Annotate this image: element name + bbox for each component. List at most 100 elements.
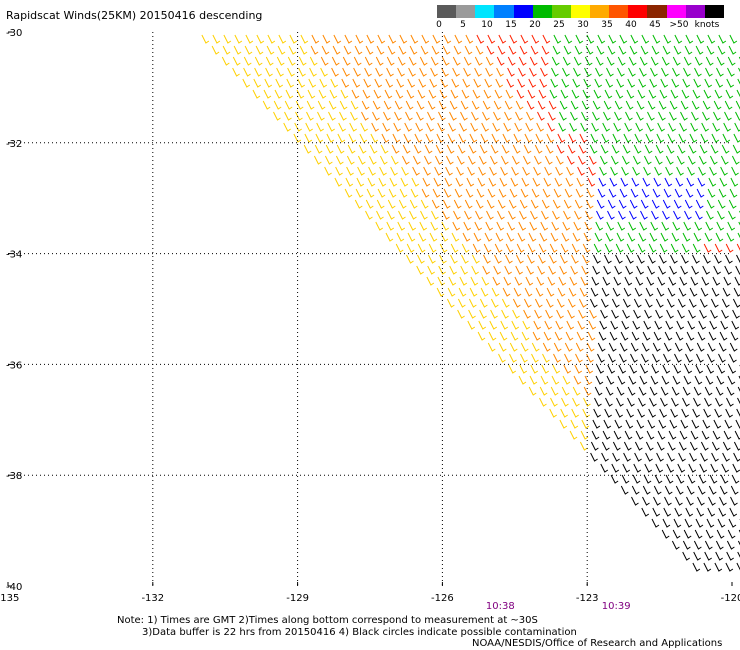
wind-barb bbox=[611, 144, 620, 154]
wind-barb bbox=[613, 122, 621, 132]
legend-swatch bbox=[456, 5, 476, 18]
wind-barb bbox=[631, 177, 640, 187]
wind-barb bbox=[470, 122, 478, 132]
wind-barb bbox=[557, 133, 566, 143]
wind-barb bbox=[473, 78, 482, 88]
wind-barb bbox=[540, 56, 549, 66]
wind-barb bbox=[392, 133, 401, 143]
wind-barb bbox=[697, 331, 706, 341]
wind-barb bbox=[353, 67, 361, 77]
wind-barb bbox=[616, 386, 625, 396]
wind-barb bbox=[320, 67, 328, 77]
wind-barb bbox=[343, 45, 352, 55]
wind-barb bbox=[602, 430, 611, 440]
wind-barb bbox=[619, 188, 628, 198]
wind-barb bbox=[483, 89, 492, 99]
wind-barb bbox=[550, 78, 559, 88]
wind-barb bbox=[610, 166, 618, 176]
wind-barb bbox=[544, 166, 552, 176]
wind-barb bbox=[328, 111, 336, 121]
wind-barb bbox=[505, 89, 514, 99]
wind-barb bbox=[293, 133, 302, 143]
wind-barb bbox=[635, 122, 643, 132]
wind-barb bbox=[671, 540, 680, 550]
wind-barb bbox=[595, 56, 604, 66]
wind-barb bbox=[683, 375, 692, 385]
wind-barb bbox=[383, 111, 391, 121]
wind-barb bbox=[707, 188, 716, 198]
wind-barb bbox=[681, 89, 690, 99]
wind-barb bbox=[660, 78, 669, 88]
wind-barb bbox=[594, 78, 603, 88]
wind-barb bbox=[515, 111, 523, 121]
wind-barb bbox=[680, 419, 689, 429]
wind-barb bbox=[366, 34, 375, 44]
wind-barb bbox=[688, 144, 697, 154]
wind-barb bbox=[703, 408, 711, 418]
wind-barb bbox=[681, 408, 689, 418]
wind-barb bbox=[575, 188, 584, 198]
wind-barb bbox=[591, 276, 600, 286]
lat-tick-label: -38 bbox=[6, 471, 22, 482]
wind-barb bbox=[707, 342, 716, 352]
wind-barb bbox=[627, 232, 636, 242]
wind-barb bbox=[571, 89, 580, 99]
wind-barb bbox=[644, 144, 653, 154]
wind-barb bbox=[288, 45, 297, 55]
wind-map[interactable]: -135 -132 -129 -126 -123 -120 -30 -32 -34 -36 -38 -… bbox=[0, 0, 740, 610]
wind-barb bbox=[661, 67, 669, 77]
wind-barb bbox=[644, 298, 653, 308]
wind-barb bbox=[532, 331, 541, 341]
wind-barb bbox=[671, 386, 680, 396]
wind-barb bbox=[728, 364, 737, 374]
wind-barb bbox=[454, 188, 463, 198]
wind-barb bbox=[452, 67, 460, 77]
wind-barb bbox=[677, 298, 686, 308]
wind-barb bbox=[499, 177, 508, 187]
wind-barb bbox=[667, 133, 676, 143]
wind-barb bbox=[479, 298, 488, 308]
wind-barb bbox=[393, 122, 401, 132]
wind-barb bbox=[463, 56, 472, 66]
wind-barb bbox=[546, 287, 555, 297]
legend-label: 45 bbox=[649, 20, 661, 30]
wind-barb bbox=[588, 166, 596, 176]
wind-barb bbox=[429, 78, 438, 88]
wind-barb bbox=[723, 276, 732, 286]
wind-barb bbox=[427, 100, 436, 110]
notes: Note: 1) Times are GMT 2)Times along bot… bbox=[117, 615, 577, 639]
wind-barb bbox=[545, 298, 554, 308]
wind-barb bbox=[688, 463, 697, 473]
wind-barb bbox=[668, 122, 676, 132]
wind-barb bbox=[478, 166, 486, 176]
wind-barb bbox=[514, 276, 523, 286]
wind-barb bbox=[545, 144, 554, 154]
wind-barb bbox=[467, 320, 476, 330]
wind-barb bbox=[592, 111, 600, 121]
wind-barb bbox=[492, 276, 501, 286]
wind-barb bbox=[558, 276, 567, 286]
legend-label: 10 bbox=[481, 20, 493, 30]
wind-barb bbox=[538, 243, 547, 253]
wind-barb bbox=[696, 342, 705, 352]
wind-barb bbox=[423, 155, 432, 165]
wind-barb bbox=[558, 122, 566, 132]
wind-barb bbox=[295, 111, 303, 121]
wind-barb bbox=[641, 353, 649, 363]
wind-barb bbox=[723, 430, 732, 440]
wind-barb bbox=[416, 265, 424, 275]
wind-barb bbox=[511, 320, 520, 330]
wind-barb bbox=[722, 452, 730, 462]
wind-barb bbox=[571, 254, 579, 264]
wind-barb bbox=[736, 562, 740, 571]
wind-barb bbox=[540, 375, 549, 385]
wind-barb bbox=[683, 529, 692, 539]
wind-barb bbox=[602, 276, 611, 286]
wind-barb bbox=[694, 375, 703, 385]
wind-barb bbox=[211, 45, 220, 55]
wind-barb bbox=[489, 155, 498, 165]
wind-barb bbox=[716, 67, 724, 77]
wind-barb bbox=[699, 463, 708, 473]
wind-barb bbox=[416, 100, 425, 110]
wind-barb bbox=[623, 287, 632, 297]
